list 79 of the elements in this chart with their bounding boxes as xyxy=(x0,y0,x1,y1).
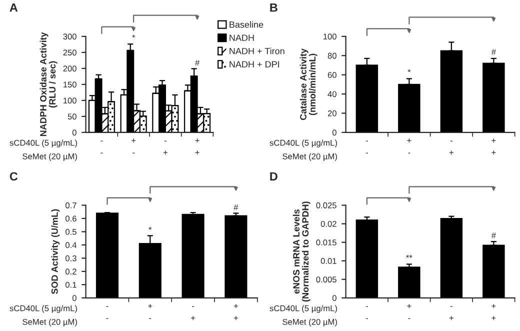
text: SeMet (20 µM) xyxy=(22,318,77,327)
x-tick-label: - + xyxy=(449,306,454,320)
y-tick-label: 0.005 xyxy=(316,276,336,282)
y-tick-label: 20 xyxy=(328,110,336,116)
y-axis-title: NADPH Oxidase Activity (RLU / sec) xyxy=(40,32,58,136)
y-tick-label: 0.015 xyxy=(316,239,336,246)
y-axis-title: Catalase Activity (nmol/min/mL) xyxy=(300,48,318,120)
text: sCD40L (5 µg/mL) xyxy=(10,305,77,313)
y-tick-label: 0.6 xyxy=(66,216,76,222)
annotation: * xyxy=(132,34,136,38)
annotation: * xyxy=(148,226,152,230)
bar xyxy=(356,219,378,298)
category-label: - - xyxy=(366,140,368,154)
y-tick-label: 100 xyxy=(64,98,76,104)
x-tick-label: - + xyxy=(163,140,168,155)
y-tick-label: 0.1 xyxy=(66,282,76,288)
y-tick-label: 300 xyxy=(63,34,76,40)
bar xyxy=(482,244,505,298)
annotation: # xyxy=(491,49,496,55)
y-tick-label: 0.3 xyxy=(66,255,76,262)
y-tick-label: 150 xyxy=(64,82,76,88)
bar xyxy=(224,215,248,298)
category-label: - - xyxy=(366,306,368,319)
x-tick-label: + + xyxy=(492,138,496,155)
bar xyxy=(440,218,463,298)
chart-title: C xyxy=(10,172,18,181)
annotation: * xyxy=(408,69,411,72)
y-tick-label: 0.025 xyxy=(316,202,336,208)
text: sCD40L (5 µg/mL) xyxy=(270,140,337,148)
category-label: - - xyxy=(100,140,103,154)
bar xyxy=(482,62,505,132)
y-tick-label: 60 xyxy=(328,72,336,78)
y-tick-label: 0 xyxy=(332,295,336,301)
category-label: + - xyxy=(132,138,136,154)
y-tick-label: 0.01 xyxy=(320,258,336,264)
x-tick-label: - + xyxy=(191,306,196,320)
category-label: + - xyxy=(407,138,412,154)
bar xyxy=(182,214,204,298)
bar xyxy=(96,212,119,298)
y-axis-title: SOD Activity (U/mL) xyxy=(51,209,60,294)
category-label: + - xyxy=(407,304,412,319)
y-tick-label: 0.7 xyxy=(66,202,76,208)
category-label: + - xyxy=(148,304,152,319)
x-tick-label: + + xyxy=(234,304,238,320)
annotation: # xyxy=(234,204,238,210)
legend-label: Baseline xyxy=(230,21,264,28)
chart-title: B xyxy=(270,4,278,12)
x-tick-label: + + xyxy=(195,138,200,155)
bar xyxy=(398,266,420,298)
y-tick-label: 0 xyxy=(72,130,76,136)
annotation: # xyxy=(491,232,496,238)
text: SeMet (20 µM) xyxy=(22,153,77,162)
y-tick-label: 250 xyxy=(63,50,76,56)
text: sCD40L (5 µg/mL) xyxy=(270,305,337,313)
y-tick-label: 0.5 xyxy=(66,228,76,235)
x-tick-label: - + xyxy=(449,140,454,155)
chart-title: A xyxy=(10,4,18,12)
legend-label: NADH + Tiron xyxy=(230,48,284,54)
category-label: - - xyxy=(106,306,108,319)
chart-title: D xyxy=(270,172,278,180)
y-tick-label: 0.02 xyxy=(320,220,336,227)
y-tick-label: 0 xyxy=(72,295,76,301)
text: SeMet (20 µM) xyxy=(282,153,337,162)
annotation: # xyxy=(194,60,200,66)
y-tick-label: 40 xyxy=(328,91,336,98)
y-tick-label: 0 xyxy=(332,130,336,136)
y-tick-label: 200 xyxy=(63,66,76,72)
text: SeMet (20 µM) xyxy=(282,318,337,327)
y-tick-label: 100 xyxy=(324,34,336,40)
y-axis-title: eNOS mRNA Levels (Normalized to GAPDH) xyxy=(292,202,310,302)
annotation: ** xyxy=(406,254,412,258)
x-tick-label: + + xyxy=(492,304,496,320)
y-tick-label: 80 xyxy=(328,52,336,59)
y-tick-label: 0.4 xyxy=(66,242,77,248)
legend-label: NADH + DPI xyxy=(230,61,280,68)
y-tick-label: 0.2 xyxy=(66,268,76,275)
text: sCD40L (5 µg/mL) xyxy=(10,140,77,148)
y-tick-label: 50 xyxy=(68,114,76,120)
legend-label: NADH xyxy=(230,34,254,41)
